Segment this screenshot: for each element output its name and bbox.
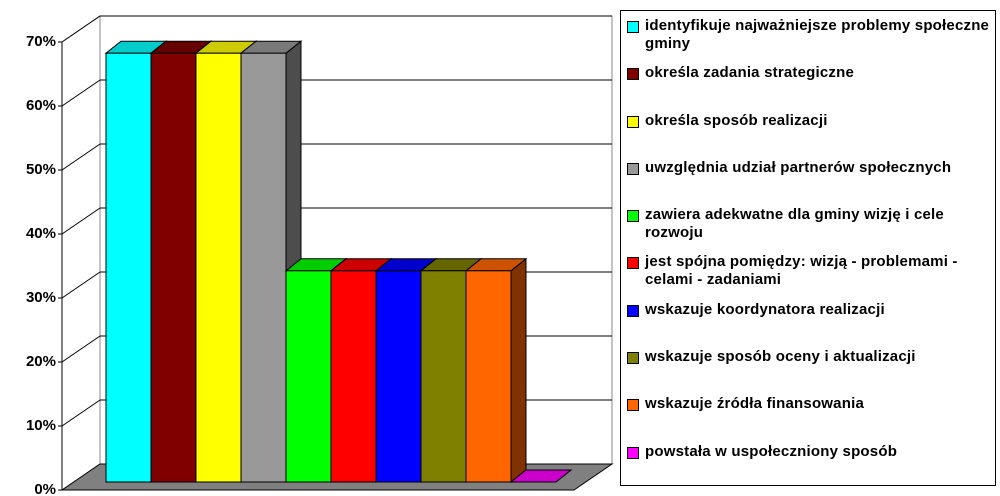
legend-entry: określa sposób realizacji (621, 112, 995, 159)
grid-line (61, 399, 101, 427)
legend-label: wskazuje sposób oceny i aktualizacji (645, 348, 916, 366)
legend-swatch (627, 68, 639, 81)
legend-swatch (627, 446, 639, 459)
y-tick-label: 70% (26, 33, 56, 50)
legend-label: identyfikuje najważniejsze problemy społ… (645, 17, 990, 52)
legend-entry: uwzględnia udział partnerów społecznych (621, 159, 995, 206)
bar (150, 52, 197, 483)
legend-label: zawiera adekwatne dla gminy wizję i cele… (645, 206, 944, 242)
y-tick-label: 0% (34, 481, 56, 496)
grid-line (61, 79, 101, 107)
y-tick-label: 40% (26, 225, 56, 242)
legend-swatch (627, 115, 639, 128)
legend-entry: identyfikuje najważniejsze problemy społ… (621, 17, 995, 64)
legend-label: wskazuje źródła finansowania (645, 395, 864, 413)
bar-top (509, 469, 573, 483)
legend-entry: zawiera adekwatne dla gminy wizję i cele… (621, 206, 995, 253)
legend-label: uwzględnia udział partnerów społecznych (645, 158, 952, 176)
legend-label: określa zadania strategiczne (645, 64, 855, 82)
y-tick-label: 10% (26, 417, 56, 434)
grid-line (61, 207, 101, 235)
bar (465, 270, 512, 483)
grid-line (61, 15, 101, 43)
chart: 0% 10% 20% 30% 40% 50% 60% 70% (26, 15, 614, 496)
legend-entry: wskazuje źródła finansowania (621, 395, 995, 442)
bar (420, 270, 467, 483)
bar-side (510, 257, 527, 484)
grid-line (61, 271, 101, 299)
side-wall (61, 15, 101, 491)
bar (285, 270, 332, 483)
legend-label: jest spójna pomiędzy: wizją - problemami… (645, 253, 958, 289)
legend-swatch (627, 21, 639, 33)
legend-swatch (627, 210, 639, 223)
legend-entry: wskazuje sposób oceny i aktualizacji (621, 348, 995, 395)
legend-entry: wskazuje koordynatora realizacji (621, 301, 995, 348)
grid-line (61, 143, 101, 171)
legend-swatch (627, 162, 639, 175)
bar (195, 52, 242, 483)
bar (375, 270, 422, 483)
y-tick-label: 60% (26, 97, 56, 114)
legend-swatch (627, 352, 639, 365)
legend-swatch (627, 304, 639, 317)
y-tick-label: 30% (26, 289, 56, 306)
legend-swatch (627, 399, 639, 412)
bar (240, 52, 287, 483)
legend-swatch (627, 257, 639, 270)
bar (105, 52, 152, 483)
legend-label: wskazuje koordynatora realizacji (645, 300, 885, 318)
grid-line (61, 335, 101, 363)
y-tick-label: 50% (26, 161, 56, 178)
legend-entry: określa zadania strategiczne (621, 64, 995, 111)
bar (330, 270, 377, 483)
legend-label: określa sposób realizacji (645, 111, 828, 129)
legend-entry: powstała w uspołeczniony sposób (621, 443, 995, 490)
legend-entry: jest spójna pomiędzy: wizją - problemami… (621, 253, 995, 300)
legend: identyfikuje najważniejsze problemy społ… (620, 10, 996, 486)
legend-label: powstała w uspołeczniony sposób (645, 442, 898, 460)
y-tick-label: 20% (26, 353, 56, 370)
